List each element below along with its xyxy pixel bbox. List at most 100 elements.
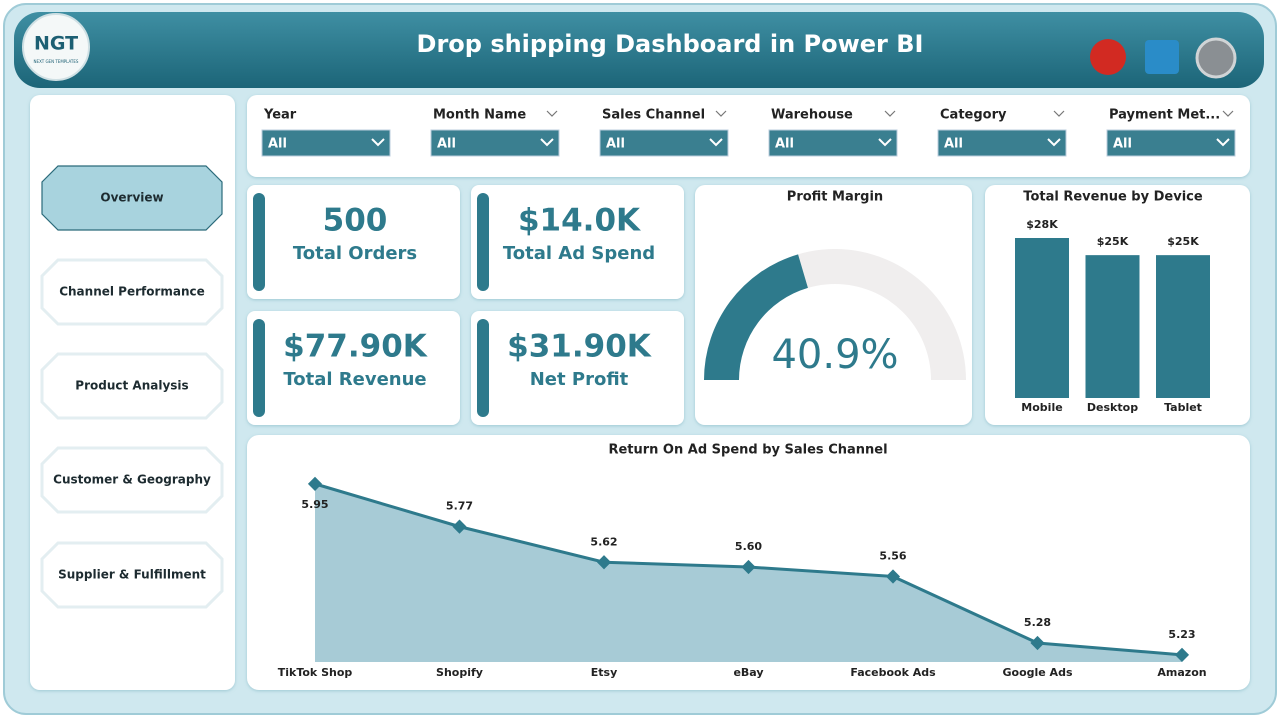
x-tick-label: Desktop xyxy=(1087,401,1138,414)
kpi-value: $31.90K xyxy=(507,329,652,365)
nav-label[interactable]: Overview xyxy=(100,191,163,205)
kpi-accent xyxy=(477,319,489,417)
chart-title: Profit Margin xyxy=(787,190,883,205)
bar xyxy=(1085,255,1140,398)
youtube-icon[interactable] xyxy=(1090,39,1126,75)
x-tick-label: Google Ads xyxy=(1002,666,1072,679)
kpi-card xyxy=(471,185,684,299)
filter-chevron xyxy=(715,110,727,117)
filter-label: Year xyxy=(263,108,297,123)
nav-button[interactable] xyxy=(40,352,224,420)
kpi-label: Total Ad Spend xyxy=(503,243,655,264)
logo xyxy=(22,13,90,81)
point-label: 5.56 xyxy=(879,550,906,563)
bar-label: $25K xyxy=(1097,235,1129,248)
point-label: 5.62 xyxy=(590,535,617,548)
dropdown-arrow xyxy=(1216,138,1230,147)
nav-label[interactable]: Channel Performance xyxy=(59,285,205,299)
filter-chevron xyxy=(1053,110,1065,117)
logo-text: NGT xyxy=(34,33,78,55)
point-marker xyxy=(1174,647,1190,662)
logo-subtext: NEXT GEN TEMPLATES xyxy=(34,59,79,64)
kpi-accent xyxy=(253,193,265,291)
kpi-card xyxy=(247,311,460,425)
point-label: 5.60 xyxy=(735,540,762,553)
point-marker xyxy=(307,476,323,491)
gauge-fill xyxy=(704,254,808,380)
x-tick-label: TikTok Shop xyxy=(278,666,353,679)
gauge-panel xyxy=(695,185,972,425)
gauge-value: 40.9% xyxy=(771,332,898,378)
point-label: 5.28 xyxy=(1024,616,1051,629)
kpi-card xyxy=(247,185,460,299)
filter-chevron xyxy=(1222,110,1234,117)
chart-title: Total Revenue by Device xyxy=(1023,190,1203,205)
filter-value[interactable]: All xyxy=(437,137,456,152)
nav-label[interactable]: Supplier & Fulfillment xyxy=(58,568,206,582)
kpi-accent xyxy=(253,319,265,417)
filter-dropdown[interactable] xyxy=(1106,129,1236,157)
nav-button[interactable] xyxy=(41,165,223,231)
filter-dropdown[interactable] xyxy=(768,129,898,157)
filter-dropdown[interactable] xyxy=(937,129,1067,157)
point-label: 5.23 xyxy=(1168,628,1195,641)
point-marker xyxy=(1030,635,1045,651)
filter-label: Warehouse xyxy=(771,108,853,123)
dropdown-arrow xyxy=(709,138,723,147)
x-tick-label: Tablet xyxy=(1164,401,1202,414)
bar xyxy=(1156,255,1210,398)
x-tick-label: eBay xyxy=(733,666,763,679)
nav-button[interactable] xyxy=(40,258,224,326)
x-tick-label: Mobile xyxy=(1021,401,1062,414)
header-bar xyxy=(14,12,1264,88)
filter-dropdown[interactable] xyxy=(599,129,729,157)
point-label: 5.95 xyxy=(301,498,328,511)
x-tick-label: Etsy xyxy=(591,666,618,679)
point-label: 5.77 xyxy=(446,500,473,513)
kpi-value: $14.0K xyxy=(518,203,641,239)
dropdown-arrow xyxy=(878,138,892,147)
filter-dropdown[interactable] xyxy=(430,129,560,157)
kpi-value: $77.90K xyxy=(283,329,428,365)
point-marker xyxy=(741,559,756,575)
bar-label: $25K xyxy=(1167,235,1199,248)
x-tick-label: Shopify xyxy=(436,666,483,679)
filter-chevron xyxy=(884,110,896,117)
nav-button[interactable] xyxy=(40,446,224,514)
filter-value[interactable]: All xyxy=(1113,137,1132,152)
x-tick-label: Amazon xyxy=(1157,666,1206,679)
filter-label: Category xyxy=(940,108,1007,123)
dropdown-arrow xyxy=(1047,138,1061,147)
filter-value[interactable]: All xyxy=(775,137,794,152)
filter-label: Sales Channel xyxy=(602,108,705,123)
filter-value[interactable]: All xyxy=(944,137,963,152)
x-tick-label: Facebook Ads xyxy=(850,666,936,679)
chart-title: Return On Ad Spend by Sales Channel xyxy=(608,443,887,458)
linkedin-icon[interactable] xyxy=(1145,40,1179,74)
nav-label[interactable]: Customer & Geography xyxy=(53,473,211,487)
kpi-label: Total Orders xyxy=(293,243,417,264)
filter-panel xyxy=(247,95,1250,177)
filter-chevron xyxy=(546,110,558,117)
page-title: Drop shipping Dashboard in Power BI xyxy=(417,30,924,58)
dropdown-arrow xyxy=(371,138,385,147)
kpi-card xyxy=(471,311,684,425)
kpi-label: Total Revenue xyxy=(283,369,426,390)
point-marker xyxy=(452,519,467,534)
kpi-value: 500 xyxy=(323,203,388,239)
point-marker xyxy=(596,555,612,570)
bar xyxy=(1015,238,1069,398)
filter-label: Month Name xyxy=(433,108,526,123)
nav-button[interactable] xyxy=(40,541,224,609)
website-icon[interactable] xyxy=(1195,37,1237,79)
kpi-accent xyxy=(477,193,489,291)
nav-label[interactable]: Product Analysis xyxy=(75,379,188,393)
filter-value[interactable]: All xyxy=(268,137,287,152)
filter-label: Payment Met... xyxy=(1109,108,1220,123)
bar-label: $28K xyxy=(1026,218,1058,231)
kpi-label: Net Profit xyxy=(530,369,629,390)
filter-value[interactable]: All xyxy=(606,137,625,152)
dropdown-arrow xyxy=(540,138,554,147)
filter-dropdown[interactable] xyxy=(261,129,391,157)
